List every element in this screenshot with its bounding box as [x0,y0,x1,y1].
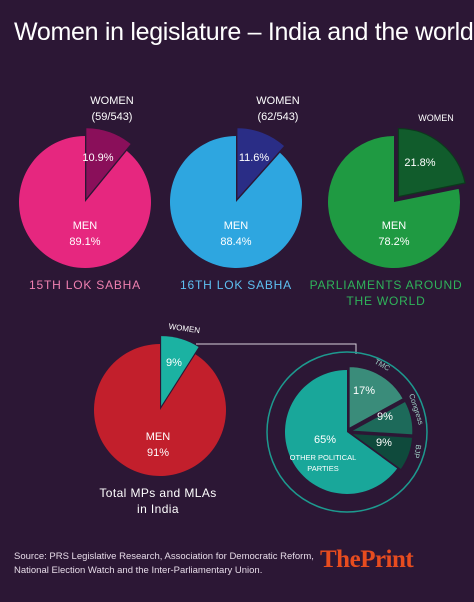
tmc-value-label: 17% [353,385,375,397]
men-value-label: 88.4% [220,236,251,248]
chart-title: THE WORLD [346,294,425,308]
women-value-label: 9% [166,357,182,369]
men-label: MEN [73,220,98,232]
chart-title: 15TH LOK SABHA [29,278,141,292]
pie-slice-bjp [348,432,414,471]
chart-title: 16TH LOK SABHA [180,278,292,292]
page-title: Women in legislature – India and the wor… [14,18,474,46]
other-parties-value-label: 65% [314,434,336,446]
source-note: Source: PRS Legislative Research, Associ… [14,550,314,578]
bjp-label: BJP [412,444,423,459]
other-parties-label: PARTIES [307,464,338,473]
pie-slice-men [328,136,460,268]
women-label: WOMEN [256,95,299,107]
source-line-1: Source: PRS Legislative Research, Associ… [14,551,314,562]
chart-title: Total MPs and MLAs [99,486,216,500]
men-label: MEN [382,220,407,232]
other-parties-label: OTHER POLITICAL [290,453,357,462]
men-value-label: 89.1% [69,236,100,248]
pie-slice-men [93,344,226,477]
men-label: MEN [146,431,171,443]
chart-title: in India [137,502,179,516]
women-count-label: (59/543) [92,111,133,123]
women-label: WOMEN [168,322,201,335]
men-label: MEN [224,220,249,232]
women-value-label: 21.8% [404,157,435,169]
theprint-logo: ThePrint [320,546,414,574]
chart-title: PARLIAMENTS AROUND [310,278,463,292]
pie-slice-men [18,136,151,268]
tmc-label: TMC [373,357,392,373]
pie-slice-men [170,136,302,268]
women-value-label: 10.9% [82,152,113,164]
pie-slice-women [161,336,199,407]
pie-slice-women [86,128,131,199]
women-label: WOMEN [90,95,133,107]
pie-slice-women [237,128,285,199]
outer-ring [266,351,428,513]
congress-value-label: 9% [377,411,393,423]
women-count-label: (62/543) [258,111,299,123]
source-line-2: National Election Watch and the Inter-Pa… [14,565,263,576]
pie-slice-congress [348,400,414,436]
men-value-label: 91% [147,447,169,459]
men-value-label: 78.2% [378,236,409,248]
logo-text-print: Print [360,546,414,573]
connector-line [196,343,357,354]
women-label: WOMEN [418,113,454,123]
bjp-value-label: 9% [376,437,392,449]
logo-text-the: The [320,546,361,573]
pie-slice-tmc [348,365,405,430]
pie-slice-other-parties [285,370,398,494]
pie-slice-women [397,127,466,198]
women-value-label: 11.6% [239,152,270,164]
